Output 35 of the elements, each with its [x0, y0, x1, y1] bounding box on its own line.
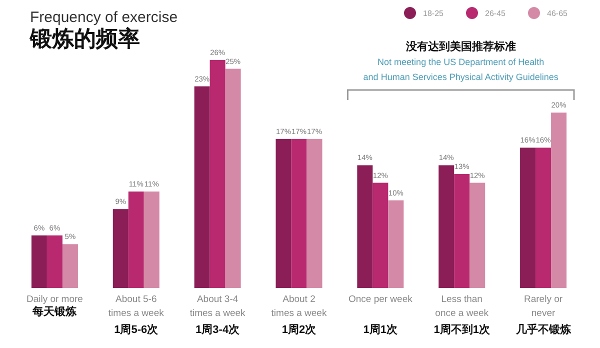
bar	[551, 112, 567, 288]
x-tick-label: Rarely or never 几乎不锻炼	[514, 294, 572, 336]
bar	[454, 174, 470, 288]
x-tick-label: Less than once a week 1周不到1次	[434, 294, 491, 336]
legend-label: 46-65	[547, 9, 568, 18]
legend-label: 18-25	[423, 9, 444, 18]
bar	[128, 192, 144, 288]
text: 没有达到美国推荐标准	[404, 40, 516, 53]
x-tick-label: Daily or more 每天锻炼	[26, 294, 83, 318]
bar	[372, 182, 388, 288]
bar	[306, 138, 322, 288]
bar	[31, 235, 47, 288]
bar	[520, 148, 536, 288]
bar	[388, 200, 404, 288]
annotation: Not meeting the US Department of Health and Human Services Physical Activity Guidelines	[363, 57, 559, 82]
bar	[276, 138, 292, 288]
x-tick-label: About 2 times a week 1周2次	[271, 294, 327, 336]
x-tick-label: About 5-6 times a week 1周5-6次	[108, 294, 164, 336]
bar	[112, 209, 128, 288]
bar	[62, 244, 78, 288]
bar	[225, 68, 241, 288]
bar	[438, 165, 454, 288]
legend-label: 26-45	[485, 9, 506, 18]
x-tick-label: About 3-4 times a week 1周3-4次	[190, 294, 246, 336]
category-label: Once per week 1周1次	[348, 294, 412, 336]
chart-title: Frequency of exercise	[30, 9, 178, 26]
bar	[194, 86, 210, 288]
bar	[210, 60, 226, 288]
bar	[46, 235, 62, 288]
bar	[470, 182, 486, 288]
bar	[536, 148, 552, 288]
bar	[291, 138, 307, 288]
bar	[144, 192, 160, 288]
chart-subtitle: 锻炼的频率	[29, 26, 140, 51]
bar	[357, 165, 373, 288]
